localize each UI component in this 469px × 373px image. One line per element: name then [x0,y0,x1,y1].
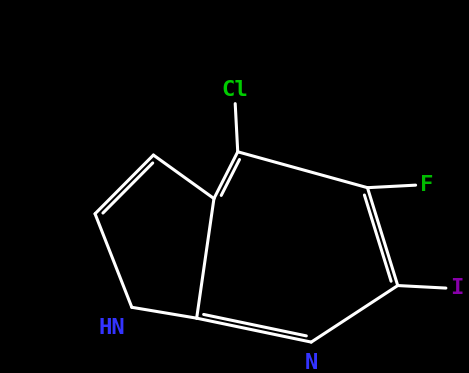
Text: F: F [420,175,433,195]
Text: N: N [304,353,318,373]
Text: I: I [450,278,463,298]
Text: Cl: Cl [222,79,249,100]
Text: HN: HN [99,319,126,338]
